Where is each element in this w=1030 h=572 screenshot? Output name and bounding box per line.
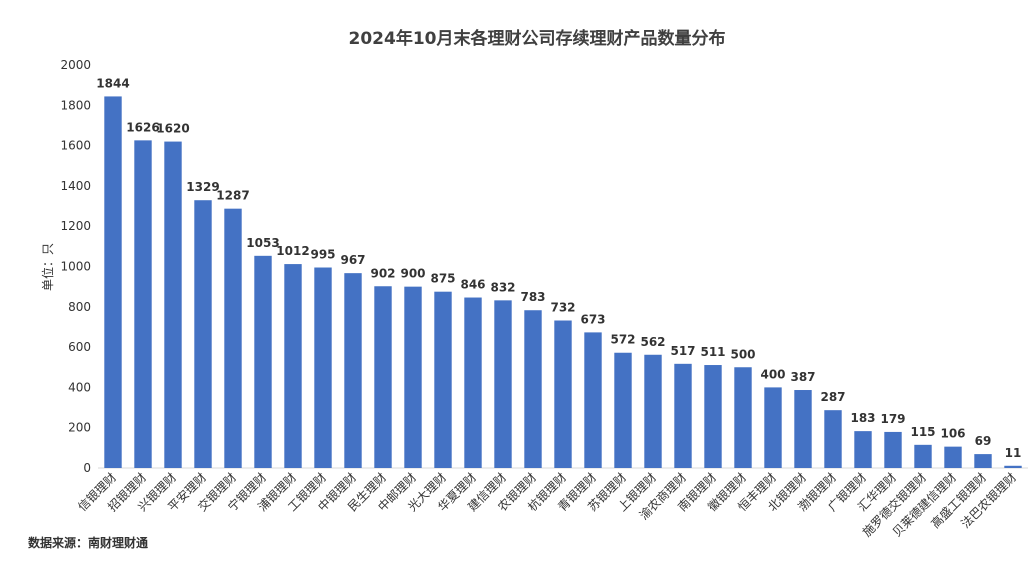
bar	[944, 446, 962, 468]
bar	[704, 365, 722, 468]
data-label: 572	[610, 333, 635, 347]
data-label: 1012	[276, 244, 309, 258]
x-axis-ticks: 信银理财招银理财兴银理财平安理财交银理财宁银理财浦银理财工银理财中银理财民生理财…	[75, 470, 1019, 540]
y-tick-label: 200	[68, 421, 91, 435]
y-tick-label: 400	[68, 380, 91, 394]
bar	[194, 200, 212, 468]
data-label: 69	[975, 434, 992, 448]
data-label: 783	[520, 290, 545, 304]
data-label: 1287	[216, 189, 249, 203]
y-tick-label: 1400	[60, 179, 91, 193]
bar	[764, 387, 782, 468]
data-label: 562	[640, 335, 665, 349]
y-tick-label: 1200	[60, 219, 91, 233]
bar	[914, 444, 932, 468]
data-label: 183	[850, 411, 875, 425]
y-axis-ticks: 0 200 400 600 800 1000 1200 1400 1600 1800 2000	[60, 58, 91, 475]
bar	[314, 267, 332, 468]
data-label: 673	[580, 312, 605, 326]
y-tick-label: 2000	[60, 58, 91, 72]
y-tick-label: 800	[68, 300, 91, 314]
data-label: 967	[340, 253, 365, 267]
bars	[104, 96, 1022, 469]
data-label: 106	[940, 427, 965, 441]
bar	[584, 332, 602, 468]
y-tick-label: 1800	[60, 98, 91, 112]
data-label: 875	[430, 272, 455, 286]
y-tick-label: 600	[68, 340, 91, 354]
data-label: 832	[490, 280, 515, 294]
bar	[164, 141, 182, 468]
bar	[134, 140, 152, 469]
bar	[554, 320, 572, 468]
bar	[674, 363, 692, 468]
bar	[734, 367, 752, 468]
y-tick-label: 1000	[60, 260, 91, 274]
data-label: 179	[880, 412, 905, 426]
bar	[974, 454, 992, 468]
bar	[854, 431, 872, 468]
data-label: 500	[730, 347, 755, 361]
bar	[374, 286, 392, 468]
bar	[524, 310, 542, 468]
bar	[494, 300, 512, 468]
data-label: 400	[760, 367, 785, 381]
bar	[284, 264, 302, 468]
data-label: 1626	[126, 120, 159, 134]
data-label: 387	[790, 370, 815, 384]
data-label: 732	[550, 301, 575, 315]
y-tick-label: 1600	[60, 139, 91, 153]
bar	[224, 208, 242, 469]
data-label: 1053	[246, 236, 279, 250]
y-axis-label: 单位：只	[40, 243, 55, 291]
data-label: 1620	[156, 122, 189, 136]
bar	[254, 255, 272, 468]
data-label: 900	[400, 267, 425, 281]
data-label: 846	[460, 278, 485, 292]
data-label: 1844	[96, 76, 129, 90]
source-note: 数据来源：南财理财通	[28, 535, 148, 550]
bar	[884, 431, 902, 468]
data-label: 11	[1005, 446, 1022, 460]
bar	[794, 390, 812, 468]
bar	[344, 273, 362, 468]
bar	[104, 96, 122, 469]
chart-title: 2024年10月末各理财公司存续理财产品数量分布	[349, 28, 726, 49]
data-label: 995	[310, 248, 335, 262]
bar	[614, 352, 632, 468]
y-tick-label: 0	[83, 461, 91, 475]
data-label: 902	[370, 266, 395, 280]
data-label: 1329	[186, 180, 219, 194]
bar	[824, 410, 842, 468]
bar	[464, 297, 482, 468]
bar	[404, 286, 422, 468]
data-label: 115	[910, 425, 935, 439]
bar	[1004, 465, 1022, 468]
bar	[644, 354, 662, 468]
bar	[434, 291, 452, 468]
data-label: 517	[670, 344, 695, 358]
data-label: 511	[700, 345, 725, 359]
data-label: 287	[820, 390, 845, 404]
